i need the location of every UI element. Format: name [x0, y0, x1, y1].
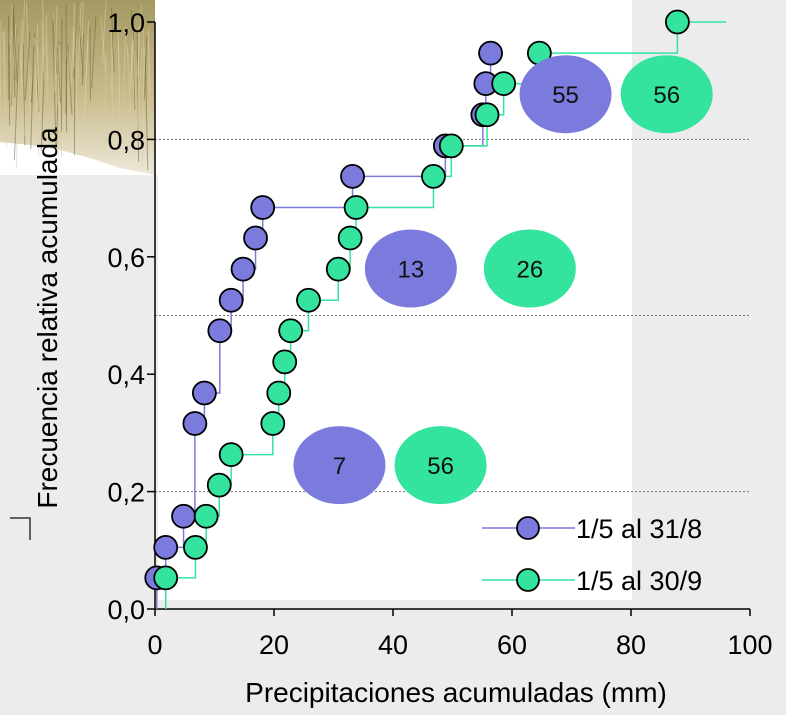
series-2-point: [153, 565, 179, 591]
series-2-point: [325, 256, 351, 282]
annotation-ellipse: [620, 55, 713, 134]
series-2-point: [343, 195, 369, 220]
annotation-badge: 7: [293, 426, 386, 505]
series-1: [144, 40, 503, 609]
x-axis-title: Precipitaciones acumuladas (mm): [245, 677, 667, 708]
y-tick-label: 0,4: [107, 360, 145, 390]
series-2-point: [206, 472, 232, 498]
annotation-label: 13: [397, 257, 424, 284]
series-2-point: [474, 102, 500, 128]
y-tick-label: 0,6: [107, 243, 145, 273]
x-tick-label: 80: [616, 630, 646, 660]
legend-label: 1/5 al 31/8: [576, 514, 702, 544]
legend-marker: [516, 568, 540, 592]
series-2-point: [272, 349, 298, 375]
grass-texture: [0, 0, 151, 171]
series-2-point: [266, 380, 292, 406]
annotation-ellipse: [519, 55, 612, 134]
annotation-label: 7: [333, 453, 346, 480]
annotation-label: 55: [552, 82, 579, 109]
series-1-point: [191, 380, 217, 406]
x-tick-label: 20: [259, 630, 289, 660]
y-axis-title: Frecuencia relativa acumulada: [32, 127, 63, 509]
series-1-point: [250, 195, 276, 220]
annotation-ellipse: [483, 229, 576, 308]
x-tick-label: 100: [727, 630, 772, 660]
series-2-point: [438, 133, 464, 159]
annotation-badge: 56: [394, 426, 487, 505]
corner-bracket: [10, 517, 31, 540]
series-1-point: [230, 256, 256, 282]
legend-item-1: 1/5 al 31/8: [482, 514, 702, 544]
series-2-point: [421, 163, 446, 189]
annotation-badge: 26: [483, 229, 576, 308]
y-tick-label: 0,0: [107, 595, 145, 625]
series-2-point: [296, 287, 321, 313]
series-2-point: [218, 442, 244, 468]
series-1-point: [153, 534, 179, 560]
annotation-label: 56: [427, 453, 454, 480]
series-2-point: [665, 9, 690, 35]
y-tick-label: 0,2: [107, 478, 145, 508]
series-1-point: [340, 163, 365, 189]
series-1-point: [171, 503, 196, 529]
x-tick-label: 0: [147, 630, 162, 660]
x-tick-label: 60: [497, 630, 527, 660]
y-tick-label: 1,0: [107, 8, 145, 38]
series-1-point: [478, 40, 503, 66]
x-tick-label: 40: [378, 630, 408, 660]
left-band: [0, 175, 158, 605]
legend-label: 1/5 al 30/9: [576, 566, 702, 596]
series-2-point: [260, 411, 286, 436]
y-tick-label: 0,8: [107, 125, 145, 155]
series-2-point: [183, 534, 208, 560]
annotation-badge: 55: [519, 55, 612, 134]
series-1-point: [243, 225, 268, 251]
annotation-ellipse: [293, 426, 386, 505]
series-2-point: [278, 318, 304, 344]
annotation-badge: 56: [620, 55, 713, 134]
legend-marker: [516, 516, 540, 540]
annotation-badge: 13: [364, 229, 457, 308]
series-1-point: [182, 411, 208, 436]
series-2-point: [337, 225, 363, 251]
annotation-label: 26: [516, 257, 543, 284]
series-1-point: [218, 287, 244, 313]
annotation-ellipse: [364, 229, 457, 308]
series-2-point: [491, 71, 517, 97]
series-2-point: [193, 503, 219, 529]
legend-item-2: 1/5 al 30/9: [482, 566, 702, 596]
series-1-point: [207, 318, 233, 344]
annotation-ellipse: [394, 426, 487, 505]
annotation-label: 56: [653, 82, 680, 109]
